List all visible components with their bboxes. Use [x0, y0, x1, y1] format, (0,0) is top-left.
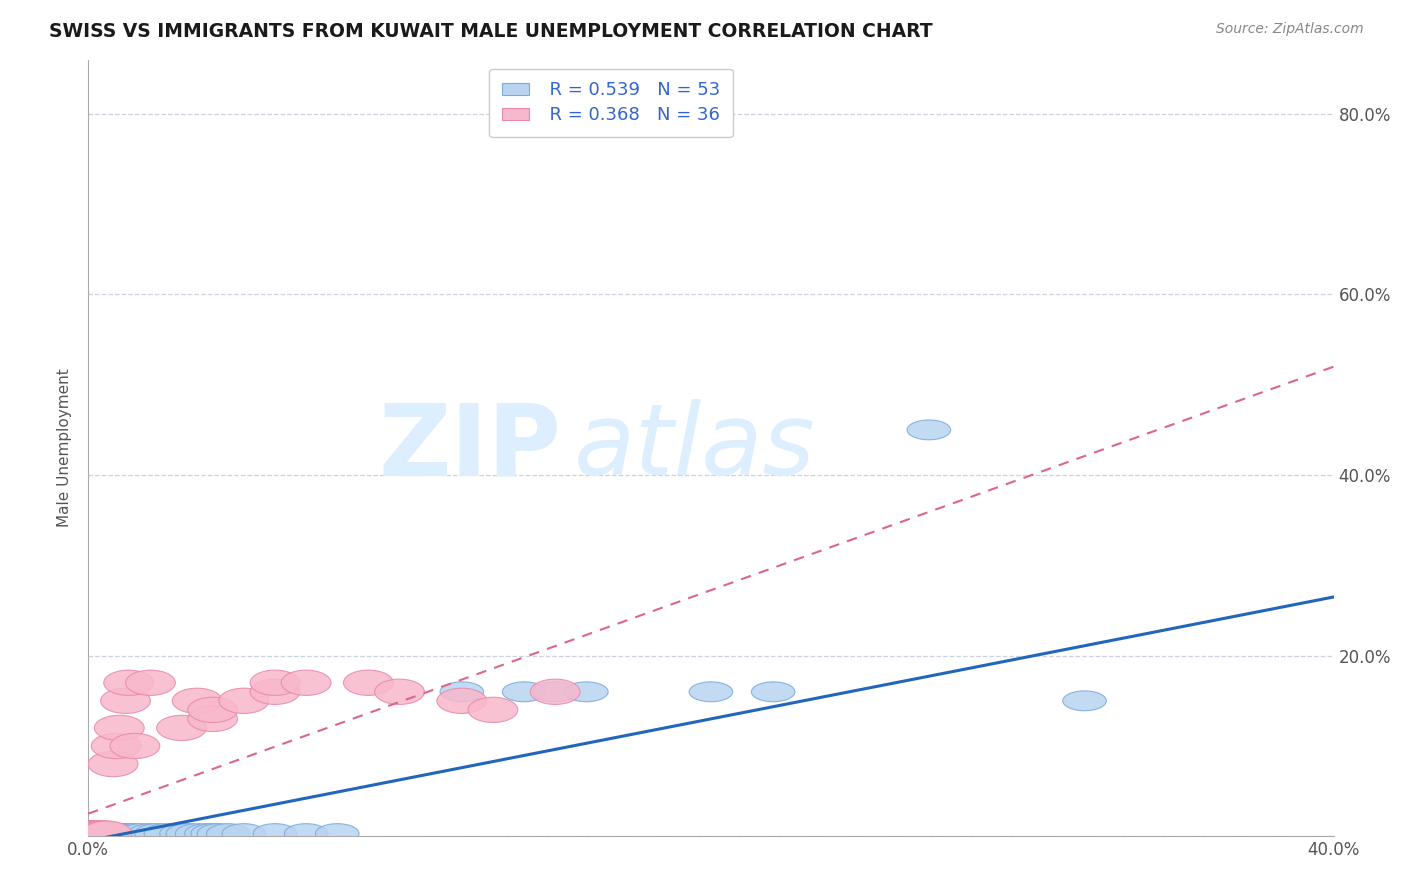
Legend:   R = 0.539   N = 53,   R = 0.368   N = 36: R = 0.539 N = 53, R = 0.368 N = 36	[489, 69, 733, 137]
Y-axis label: Male Unemployment: Male Unemployment	[58, 368, 72, 527]
Text: ZIP: ZIP	[378, 400, 561, 497]
Text: atlas: atlas	[574, 400, 815, 497]
Text: SWISS VS IMMIGRANTS FROM KUWAIT MALE UNEMPLOYMENT CORRELATION CHART: SWISS VS IMMIGRANTS FROM KUWAIT MALE UNE…	[49, 22, 932, 41]
Text: Source: ZipAtlas.com: Source: ZipAtlas.com	[1216, 22, 1364, 37]
